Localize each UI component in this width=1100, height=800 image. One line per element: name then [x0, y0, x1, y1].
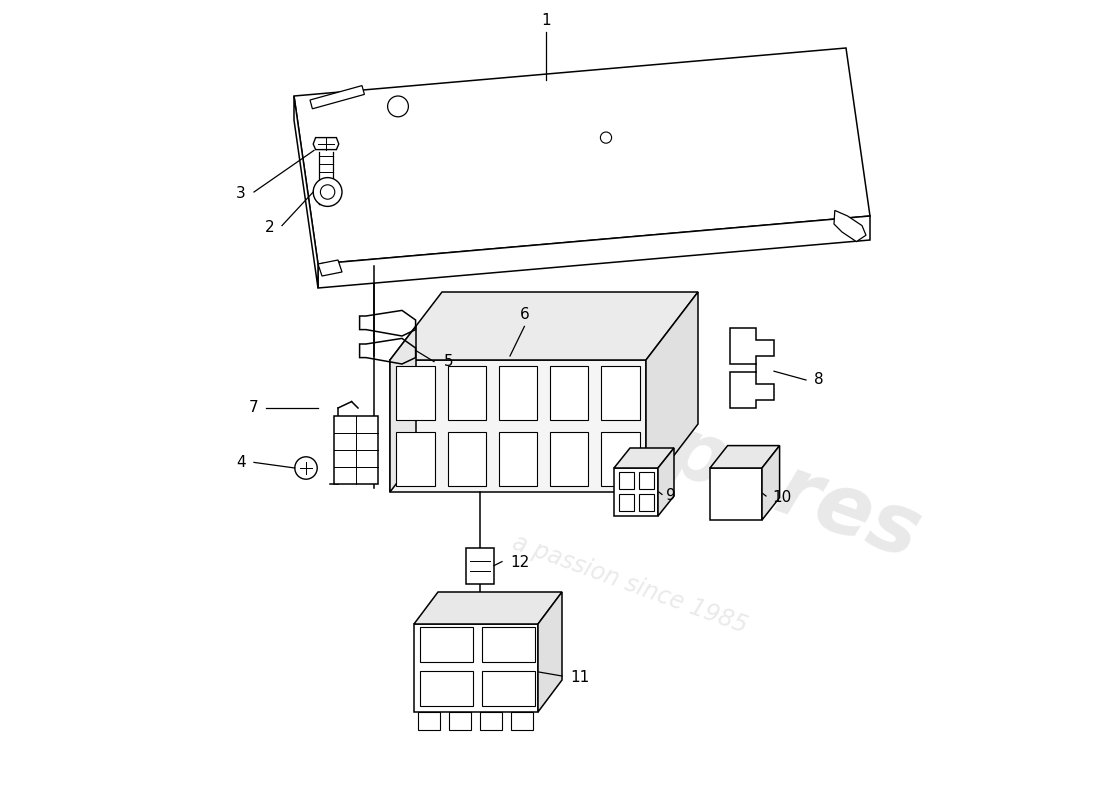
Bar	[710, 468, 762, 520]
Polygon shape	[314, 138, 339, 150]
Bar	[619, 494, 635, 511]
Text: 2: 2	[264, 220, 274, 234]
Text: 12: 12	[510, 555, 529, 570]
Polygon shape	[614, 448, 674, 468]
Bar	[483, 671, 535, 706]
Polygon shape	[390, 360, 646, 492]
Bar	[512, 712, 534, 730]
Bar	[498, 366, 537, 419]
Text: 11: 11	[570, 670, 590, 685]
Bar	[619, 472, 635, 489]
Text: 3: 3	[236, 186, 246, 201]
Bar	[602, 432, 639, 486]
Bar	[483, 627, 535, 662]
Bar	[639, 494, 654, 511]
Circle shape	[295, 457, 317, 479]
Text: eurospares: eurospares	[408, 320, 932, 576]
Polygon shape	[834, 210, 866, 242]
Text: 6: 6	[519, 306, 529, 322]
Polygon shape	[310, 86, 364, 109]
Polygon shape	[646, 292, 698, 492]
Text: 4: 4	[236, 455, 246, 470]
Bar	[550, 432, 588, 486]
Bar	[550, 366, 588, 419]
Bar	[602, 366, 639, 419]
Circle shape	[601, 132, 612, 143]
Text: 9: 9	[666, 489, 675, 503]
Bar	[480, 712, 503, 730]
Bar	[418, 712, 440, 730]
Polygon shape	[538, 592, 562, 712]
Polygon shape	[762, 446, 780, 520]
Bar	[614, 468, 658, 516]
Polygon shape	[294, 48, 870, 264]
Bar	[396, 366, 435, 419]
Text: a passion since 1985: a passion since 1985	[509, 530, 751, 638]
Text: 7: 7	[249, 401, 258, 415]
Bar	[334, 416, 378, 484]
Polygon shape	[318, 260, 342, 276]
Text: 1: 1	[541, 13, 551, 28]
Circle shape	[387, 96, 408, 117]
Bar	[414, 624, 538, 712]
Polygon shape	[390, 326, 416, 492]
Polygon shape	[390, 292, 698, 360]
Bar	[448, 366, 486, 419]
Bar	[449, 712, 472, 730]
Polygon shape	[710, 446, 780, 468]
Bar	[466, 548, 494, 584]
Text: 8: 8	[814, 373, 824, 387]
Polygon shape	[658, 448, 674, 516]
Bar	[420, 627, 473, 662]
Text: 5: 5	[443, 354, 453, 369]
Bar	[396, 432, 435, 486]
Polygon shape	[294, 96, 318, 288]
Bar	[498, 432, 537, 486]
Circle shape	[314, 178, 342, 206]
Polygon shape	[318, 216, 870, 288]
Bar	[448, 432, 486, 486]
Bar	[639, 472, 654, 489]
Text: 10: 10	[772, 490, 792, 505]
Polygon shape	[414, 592, 562, 624]
Circle shape	[320, 185, 334, 199]
Bar	[420, 671, 473, 706]
